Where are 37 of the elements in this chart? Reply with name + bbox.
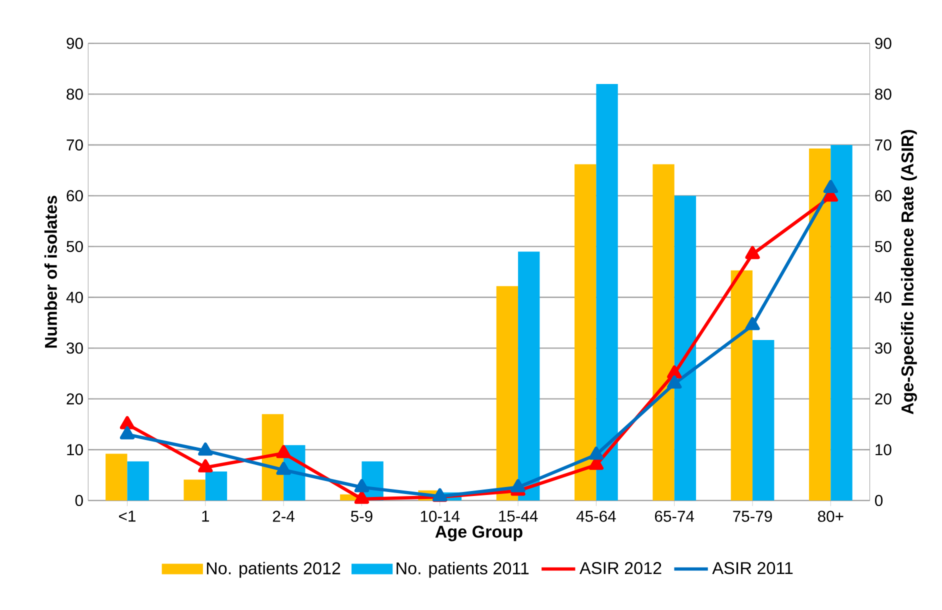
y-tick-label: 30	[66, 342, 83, 354]
x-tick-label: 80+	[818, 510, 844, 522]
x-tick-label: 1	[202, 510, 210, 522]
y2-tick-label: 40	[874, 292, 892, 304]
x-tick-label: 45-64	[576, 510, 616, 522]
y-tick-label: 20	[66, 394, 83, 405]
y-tick-label: 90	[66, 38, 83, 50]
y-tick-label: 40	[66, 292, 83, 304]
x-tick-label: 2-4	[272, 510, 294, 522]
y2-tick-label: 80	[875, 88, 892, 100]
x-axis-title: Age Group	[435, 526, 522, 542]
x-tick-label: 65-74	[655, 510, 694, 522]
y2-tick-label: 30	[875, 342, 892, 354]
x-tick-label: 10-14	[420, 510, 460, 522]
y2-tick-label: 50	[875, 241, 892, 252]
legend-label: No. patients 2012	[206, 562, 340, 578]
y2-axis-title: Age-Specific Incidence Rate (ASIR)	[900, 130, 917, 415]
y-tick-label: 10	[67, 444, 83, 456]
x-tick-label: <1	[119, 510, 136, 522]
y2-tick-label: 0	[875, 495, 883, 506]
y2-tick-label: 10	[876, 444, 892, 456]
legend-label: ASIR 2012	[580, 562, 662, 574]
x-tick-label: 75-79	[733, 510, 772, 522]
y2-tick-label: 60	[875, 190, 892, 202]
y-tick-label: 0	[75, 495, 83, 506]
x-tick-label: 5-9	[350, 510, 372, 522]
y-axis-title: Number of isolates	[44, 196, 57, 348]
legend-label: No. patients 2011	[396, 562, 529, 578]
legend-label: ASIR 2011	[712, 562, 793, 574]
y-tick-label: 50	[66, 241, 83, 252]
y2-tick-label: 90	[875, 38, 892, 50]
y2-tick-label: 70	[875, 140, 892, 151]
y2-tick-label: 20	[875, 394, 892, 405]
x-tick-label: 15-44	[499, 510, 538, 522]
y-tick-label: 60	[66, 190, 83, 202]
y-tick-label: 70	[66, 140, 83, 151]
y-tick-label: 80	[66, 88, 83, 100]
